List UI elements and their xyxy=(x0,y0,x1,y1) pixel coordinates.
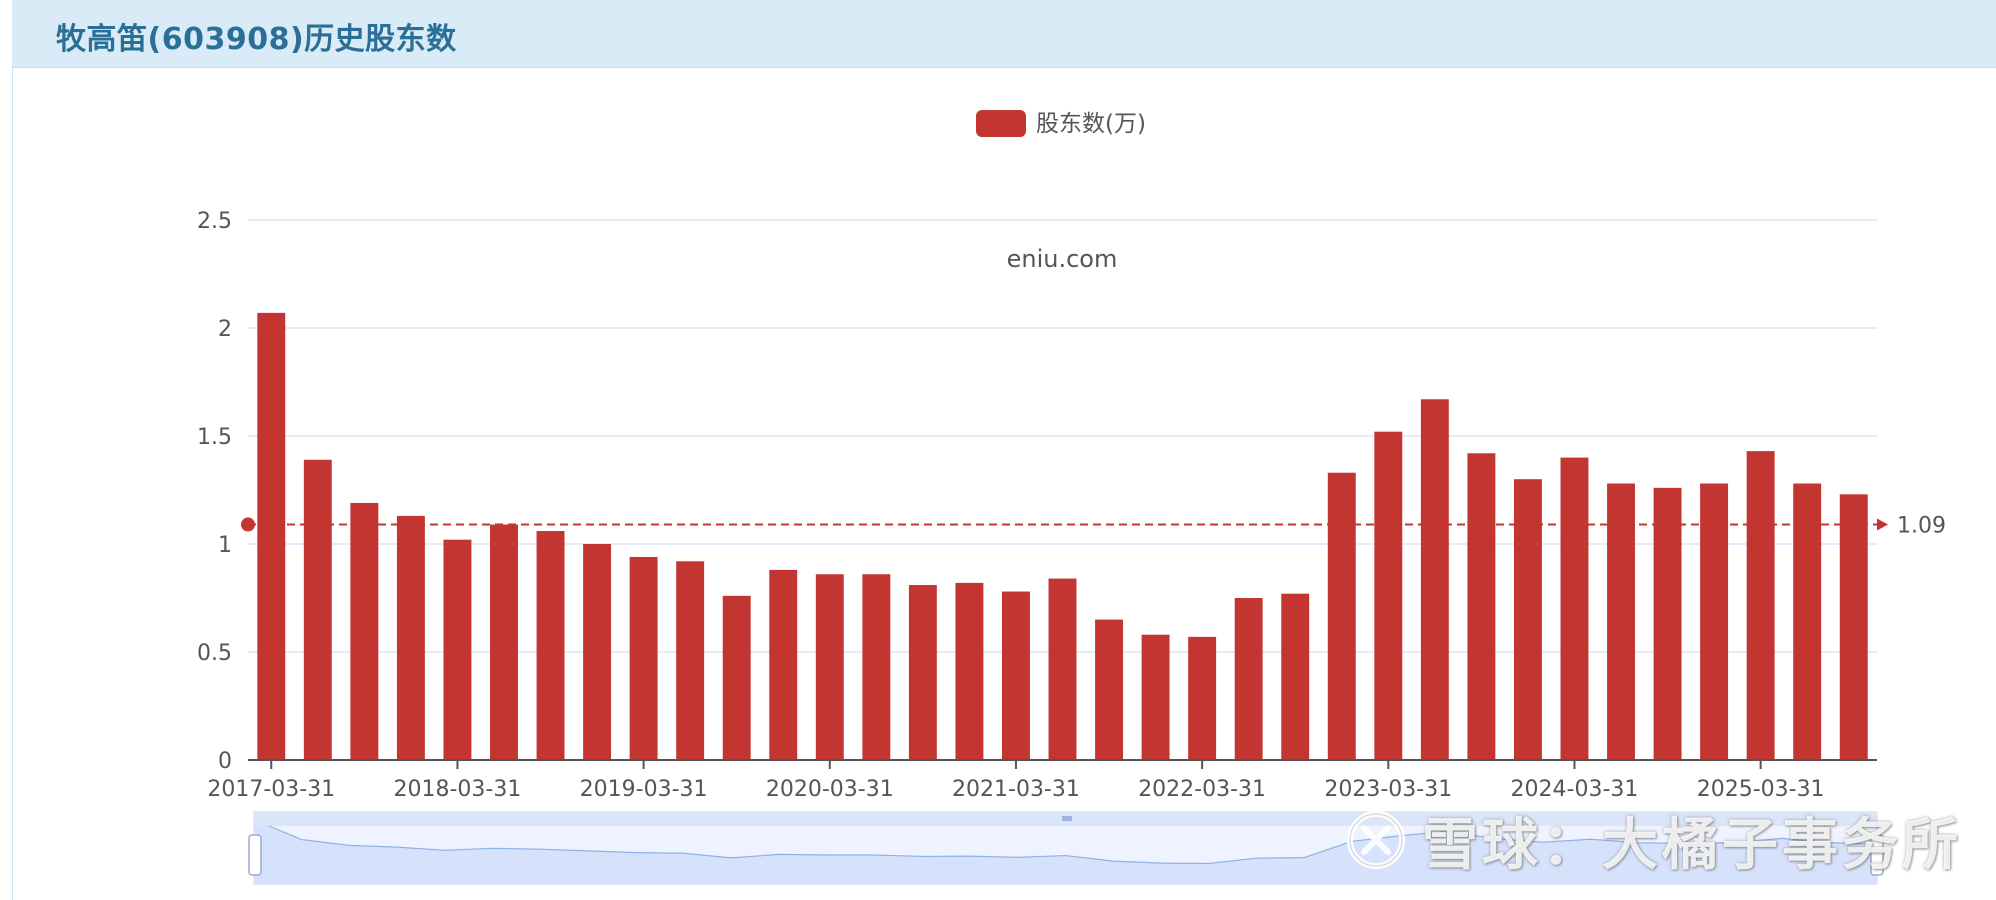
bar xyxy=(676,561,705,760)
legend-label[interactable]: 股东数(万) xyxy=(1036,111,1146,137)
panel-header: 牧高笛(603908)历史股东数 xyxy=(12,0,1996,68)
bar xyxy=(1653,487,1682,760)
y-tick-label: 0.5 xyxy=(197,641,232,666)
x-tick-label: 2021-03-31 xyxy=(952,777,1080,802)
bar xyxy=(1700,483,1729,760)
bar xyxy=(1048,578,1077,760)
y-tick-label: 2.5 xyxy=(197,209,232,234)
site-watermark: eniu.com xyxy=(1007,245,1118,273)
bar xyxy=(1001,591,1030,760)
x-tick-label: 2025-03-31 xyxy=(1697,777,1825,802)
bar xyxy=(1513,479,1542,760)
mark-line-label: 1.09 xyxy=(1897,514,1946,539)
bar xyxy=(1793,483,1822,760)
zoom-left-handle[interactable] xyxy=(248,834,262,876)
legend-swatch[interactable] xyxy=(976,110,1026,137)
bar xyxy=(1607,483,1635,760)
bar xyxy=(955,582,984,760)
x-tick-label: 2018-03-31 xyxy=(394,777,522,802)
bar xyxy=(1839,494,1868,760)
bar xyxy=(1095,619,1124,760)
bar-series xyxy=(257,312,1868,760)
bar xyxy=(350,502,379,760)
bar xyxy=(862,574,891,760)
legend[interactable]: 股东数(万) xyxy=(976,110,1146,137)
bar xyxy=(1560,457,1589,760)
average-mark-line: 1.09 xyxy=(241,514,1946,539)
bar xyxy=(1420,399,1449,760)
bar xyxy=(629,556,658,760)
bar xyxy=(1746,451,1775,760)
bar xyxy=(815,574,844,760)
bar xyxy=(583,544,612,760)
bar xyxy=(1188,636,1217,760)
page-title: 牧高笛(603908)历史股东数 xyxy=(56,22,457,57)
y-axis-ticks: 0 0.5 1 1.5 2 2.5 xyxy=(197,209,232,774)
bar xyxy=(1141,634,1170,760)
bar xyxy=(1467,453,1496,760)
bar xyxy=(722,595,751,760)
xueqiu-logo-icon xyxy=(1347,811,1405,869)
x-tick-label: 2023-03-31 xyxy=(1324,777,1452,802)
x-tick-label: 2020-03-31 xyxy=(766,777,894,802)
x-axis: 2017-03-31 2018-03-31 2019-03-31 2020-03-31… xyxy=(207,759,1877,802)
bar xyxy=(1234,598,1263,760)
bar xyxy=(1281,593,1310,760)
bar xyxy=(490,524,518,760)
bar xyxy=(443,539,472,760)
bar xyxy=(303,459,332,760)
y-tick-label: 0 xyxy=(218,749,232,774)
y-tick-label: 1 xyxy=(218,533,232,558)
x-tick-label: 2019-03-31 xyxy=(580,777,708,802)
zoom-right-handle[interactable] xyxy=(1870,834,1884,876)
bar xyxy=(1327,472,1356,760)
data-zoom-slider[interactable] xyxy=(248,811,1884,885)
zoom-preview-area xyxy=(254,819,1877,884)
bar xyxy=(908,585,937,760)
bar xyxy=(1374,431,1403,760)
bar xyxy=(396,515,425,760)
bar xyxy=(769,569,798,760)
y-tick-label: 2 xyxy=(218,317,232,342)
zoom-move-handle xyxy=(1062,816,1072,821)
y-tick-label: 1.5 xyxy=(197,425,232,450)
bar xyxy=(536,531,565,760)
mark-line-start-dot xyxy=(241,517,255,532)
x-tick-label: 2022-03-31 xyxy=(1138,777,1266,802)
mark-line-arrow xyxy=(1877,518,1888,531)
zoom-preview-line xyxy=(253,819,1878,865)
bar xyxy=(257,312,286,760)
x-tick-label: 2024-03-31 xyxy=(1511,777,1639,802)
brand-watermark: 雪球：大橘子事务所 xyxy=(1422,813,1962,878)
x-tick-label: 2017-03-31 xyxy=(207,777,335,802)
